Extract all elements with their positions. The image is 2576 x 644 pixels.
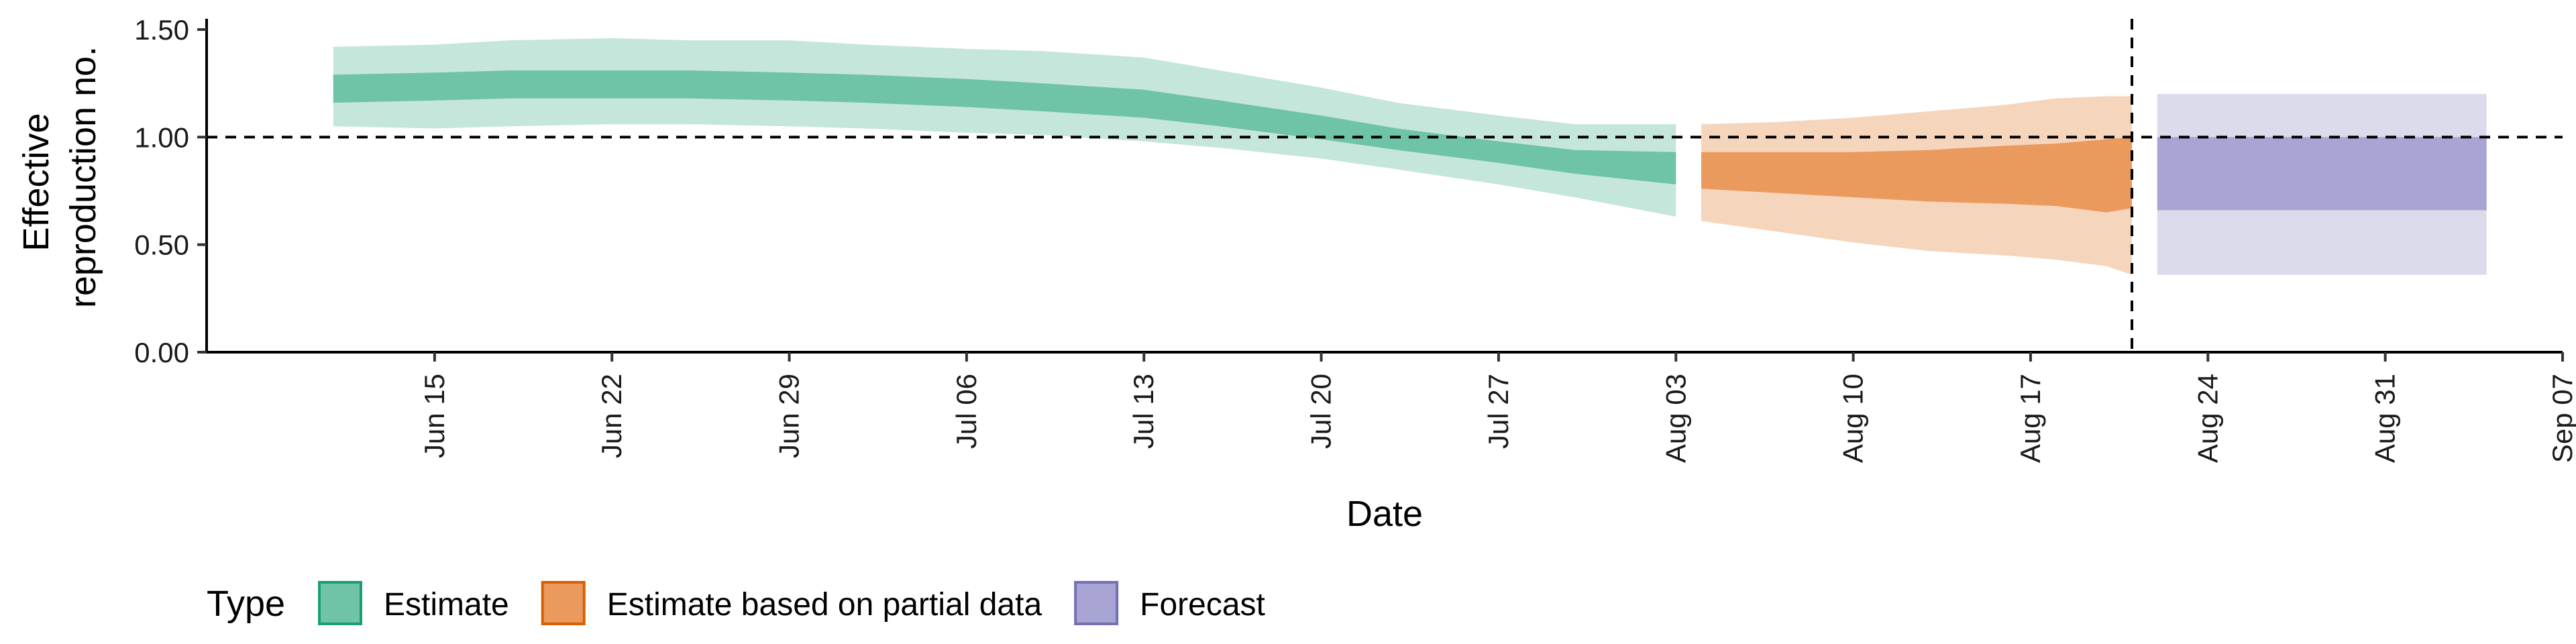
y-tick-label: 0.50	[134, 229, 189, 261]
x-tick-label: Jun 29	[773, 374, 805, 458]
x-tick-label: Aug 03	[1660, 374, 1691, 463]
legend-title: Type	[207, 584, 285, 624]
x-tick-label: Aug 31	[2369, 374, 2401, 463]
legend-swatch	[318, 581, 362, 625]
legend-swatch	[541, 581, 586, 625]
legend: Type Estimate Estimate based on partial d…	[207, 581, 1265, 625]
legend-item: Forecast	[1074, 581, 1265, 625]
axes	[205, 19, 2563, 354]
x-axis-title: Date	[1346, 494, 1423, 534]
forecast-band-50	[2157, 137, 2487, 211]
uncertainty-bands	[333, 38, 2487, 275]
x-tick-label: Jul 13	[1128, 374, 1159, 449]
estimate-band-90	[333, 38, 1676, 217]
estimate-based-on-partial-data-band-50	[1701, 137, 2132, 213]
x-tick-label: Sep 07	[2546, 374, 2576, 463]
x-tick-label: Aug 24	[2192, 374, 2223, 463]
y-tick-label: 0.00	[134, 337, 189, 368]
x-tick-label: Jul 27	[1483, 374, 1514, 449]
y-axis-title: Effective reproduction no.	[16, 46, 103, 308]
y-axis-title-line-1: Effective	[16, 113, 56, 251]
legend-item: Estimate based on partial data	[541, 581, 1042, 625]
legend-item: Estimate	[318, 581, 509, 625]
y-axis-title-line-2: reproduction no.	[63, 46, 103, 308]
x-tick-label: Jul 20	[1305, 374, 1337, 449]
reference-lines	[207, 19, 2563, 352]
estimate-band-50	[333, 70, 1676, 184]
y-axis-ticks: 0.00 0.50 1.00 1.50	[134, 14, 207, 368]
legend-items: Estimate Estimate based on partial data Fo…	[318, 581, 1265, 625]
legend-label: Forecast	[1140, 587, 1265, 623]
x-axis-ticks: Jun 15 Jun 22 Jun 29 Jul 06 Jul 13 Jul 20 Jul …	[419, 352, 2576, 463]
y-tick-label: 1.00	[134, 121, 189, 153]
x-tick-label: Aug 17	[2015, 374, 2046, 463]
x-tick-label: Jul 06	[951, 374, 982, 449]
x-tick-label: Aug 10	[1837, 374, 1869, 463]
x-tick-label: Jun 15	[419, 374, 450, 458]
x-tick-label: Jun 22	[596, 374, 627, 458]
legend-label: Estimate based on partial data	[607, 587, 1042, 623]
legend-swatch	[1074, 581, 1119, 625]
legend-label: Estimate	[384, 587, 509, 623]
y-tick-label: 1.50	[134, 14, 189, 46]
